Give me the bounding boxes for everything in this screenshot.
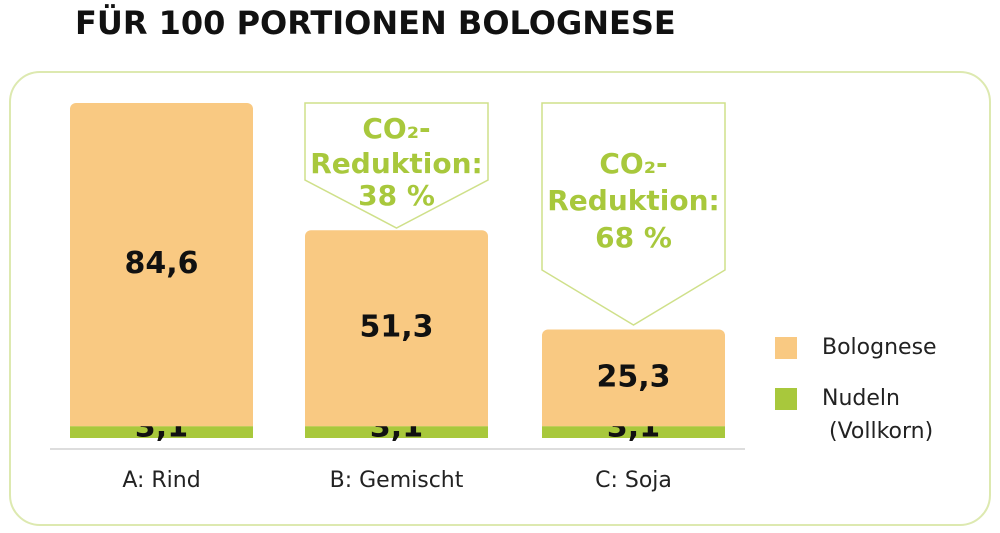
bar-segment-fill: [70, 418, 253, 427]
annotation-text: Reduktion:: [547, 184, 720, 217]
annotation-text: Reduktion:: [310, 147, 483, 180]
bar-segment: [305, 230, 488, 427]
legend-label: Nudeln (Vollkorn): [822, 386, 933, 444]
bar-segment: [542, 329, 725, 427]
value-label: 51,3: [359, 310, 433, 345]
bar-segment: [305, 426, 488, 438]
x-tick-label: A: Rind: [122, 468, 200, 493]
annotation-text: 68 %: [595, 221, 672, 254]
annotation-text: CO₂-: [599, 147, 667, 180]
annotation-arrow: [304, 102, 489, 229]
bar-segment-fill: [305, 418, 488, 427]
value-label: 84,6: [124, 246, 198, 281]
bar-segment: [70, 426, 253, 438]
bar-segment: [70, 103, 253, 427]
annotation-text: CO₂-: [362, 112, 430, 145]
bar-segment: [542, 426, 725, 438]
x-tick-label: C: Soja: [595, 468, 672, 493]
annotation-arrow: [541, 102, 726, 326]
value-label: 25,3: [596, 359, 670, 394]
legend-swatch: [775, 388, 797, 410]
annotation-text: 38 %: [358, 179, 435, 212]
frame: [9, 71, 991, 526]
legend-swatch: [775, 337, 797, 359]
chart-title: FÜR 100 PORTIONEN BOLOGNESE: [75, 4, 676, 42]
bar-segment-fill: [542, 418, 725, 427]
x-tick-label: B: Gemischt: [330, 468, 464, 493]
legend-label: Bolognese: [822, 335, 937, 360]
